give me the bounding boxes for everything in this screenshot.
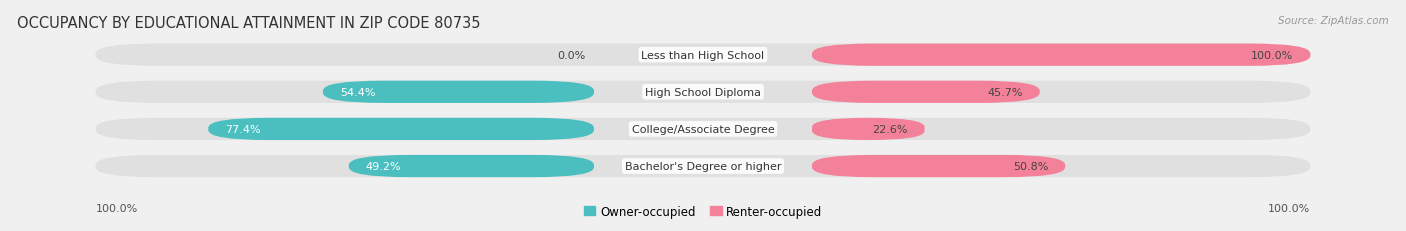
- Text: Less than High School: Less than High School: [641, 50, 765, 61]
- Text: 0.0%: 0.0%: [557, 50, 585, 61]
- FancyBboxPatch shape: [323, 81, 593, 103]
- Text: 100.0%: 100.0%: [1251, 50, 1294, 61]
- Legend: Owner-occupied, Renter-occupied: Owner-occupied, Renter-occupied: [579, 201, 827, 223]
- Text: College/Associate Degree: College/Associate Degree: [631, 124, 775, 134]
- Text: High School Diploma: High School Diploma: [645, 87, 761, 97]
- FancyBboxPatch shape: [96, 44, 1310, 67]
- Text: 50.8%: 50.8%: [1012, 161, 1049, 171]
- Text: 100.0%: 100.0%: [96, 203, 138, 213]
- FancyBboxPatch shape: [813, 118, 925, 140]
- Text: 54.4%: 54.4%: [340, 87, 375, 97]
- Text: OCCUPANCY BY EDUCATIONAL ATTAINMENT IN ZIP CODE 80735: OCCUPANCY BY EDUCATIONAL ATTAINMENT IN Z…: [17, 16, 481, 31]
- FancyBboxPatch shape: [349, 155, 593, 177]
- Text: 49.2%: 49.2%: [366, 161, 401, 171]
- Text: 22.6%: 22.6%: [872, 124, 908, 134]
- Text: 100.0%: 100.0%: [1268, 203, 1310, 213]
- FancyBboxPatch shape: [813, 155, 1066, 177]
- FancyBboxPatch shape: [96, 81, 1310, 103]
- Text: 77.4%: 77.4%: [225, 124, 260, 134]
- FancyBboxPatch shape: [96, 118, 1310, 140]
- FancyBboxPatch shape: [208, 118, 593, 140]
- FancyBboxPatch shape: [813, 81, 1040, 103]
- Text: 45.7%: 45.7%: [987, 87, 1024, 97]
- Text: Source: ZipAtlas.com: Source: ZipAtlas.com: [1278, 16, 1389, 26]
- FancyBboxPatch shape: [813, 44, 1310, 67]
- FancyBboxPatch shape: [96, 155, 1310, 177]
- Text: Bachelor's Degree or higher: Bachelor's Degree or higher: [624, 161, 782, 171]
